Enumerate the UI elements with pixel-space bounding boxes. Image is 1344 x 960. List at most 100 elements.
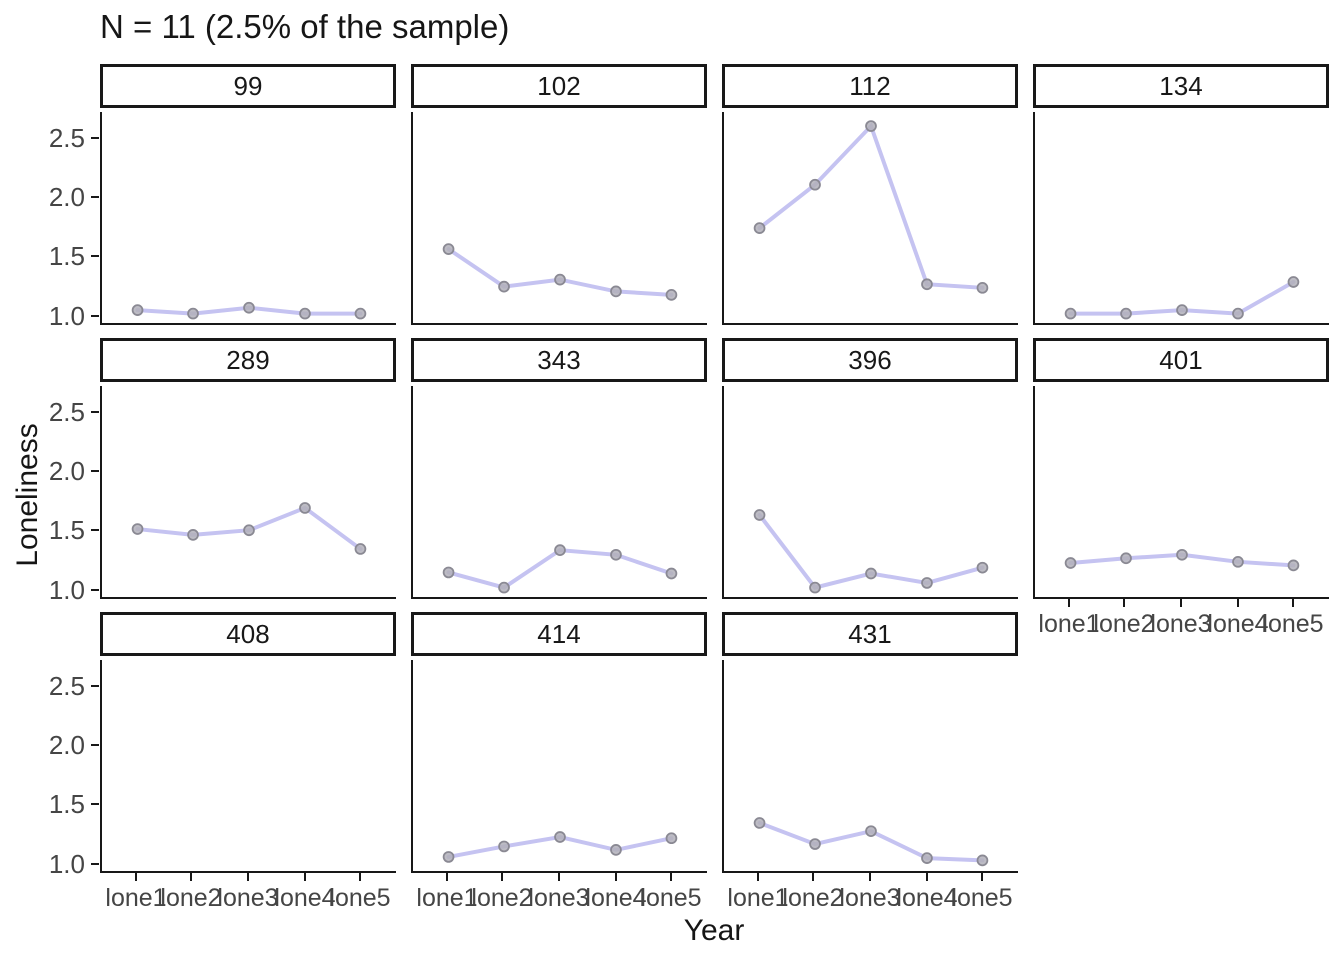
facet-strip-label: 408 <box>226 618 270 649</box>
facet-strip-label: 134 <box>1159 70 1203 101</box>
x-tick-mark <box>981 873 983 881</box>
x-axis-title: Year <box>683 914 745 947</box>
x-tick-label: lone1 <box>727 884 789 912</box>
facet-strip-102: 102 <box>411 64 707 108</box>
data-point <box>665 832 678 845</box>
y-tick-label: 2.0 <box>48 182 85 212</box>
facet-panel-102 <box>411 112 707 325</box>
facet-strip-134: 134 <box>1033 64 1329 108</box>
y-tick-label: 1.5 <box>48 515 85 545</box>
facet-canvas <box>131 301 367 320</box>
data-point <box>187 529 199 541</box>
facet-canvas <box>1064 548 1300 572</box>
facet-panel-408 <box>100 660 396 873</box>
y-tick-label: 1.0 <box>48 849 85 879</box>
data-point <box>187 307 199 320</box>
data-point <box>809 838 821 850</box>
data-point <box>498 840 510 853</box>
y-tick-mark <box>91 315 99 317</box>
data-point <box>753 817 766 829</box>
x-tick-mark <box>926 873 928 881</box>
data-point <box>299 307 311 320</box>
facet-strip-99: 99 <box>100 64 396 108</box>
x-tick-mark <box>1237 599 1239 607</box>
data-point <box>921 852 933 864</box>
data-point <box>1232 555 1244 568</box>
data-point <box>131 304 144 316</box>
facet-strip-label: 99 <box>233 70 263 101</box>
x-tick-mark <box>501 873 503 881</box>
x-tick-mark <box>615 873 617 881</box>
x-tick-label: lone2 <box>160 884 222 912</box>
data-point <box>610 844 622 856</box>
data-point <box>1287 276 1300 288</box>
data-point <box>299 502 311 514</box>
facet-panel-343 <box>411 386 707 599</box>
data-point <box>809 178 821 191</box>
data-point <box>1120 552 1132 565</box>
data-point <box>610 285 622 298</box>
x-tick-mark <box>558 873 560 881</box>
x-tick-mark <box>757 873 759 881</box>
data-point <box>865 825 877 838</box>
facet-strip-431: 431 <box>722 612 1018 656</box>
trend-line <box>446 247 674 297</box>
plot-title: N = 11 (2.5% of the sample) <box>100 8 510 45</box>
x-tick-mark <box>446 873 448 881</box>
x-tick-mark <box>670 873 672 881</box>
facet-strip-label: 102 <box>537 70 581 101</box>
data-point <box>442 243 455 255</box>
x-tick-mark <box>1180 599 1182 607</box>
y-tick-mark <box>91 196 99 198</box>
y-tick-label: 1.5 <box>48 241 85 271</box>
x-tick-mark <box>1068 599 1070 607</box>
x-tick-label: lone4 <box>585 884 647 912</box>
y-tick-label: 2.0 <box>48 456 85 486</box>
y-tick-label: 2.5 <box>48 397 85 427</box>
x-tick-label: lone3 <box>1150 610 1212 638</box>
facet-strip-label: 289 <box>226 344 270 375</box>
x-tick-mark <box>190 873 192 881</box>
facet-panel-396 <box>722 386 1018 599</box>
facet-canvas <box>442 831 678 863</box>
x-tick-mark <box>1123 599 1125 607</box>
data-point <box>1120 307 1132 320</box>
facet-canvas <box>1064 276 1300 320</box>
facet-strip-label: 396 <box>848 344 892 375</box>
facet-panel-414 <box>411 660 707 873</box>
y-tick-label: 1.0 <box>48 301 85 331</box>
data-point <box>1064 307 1077 320</box>
data-point <box>1064 557 1077 569</box>
data-point <box>921 577 933 589</box>
y-tick-label: 1.5 <box>48 789 85 819</box>
y-tick-label: 2.5 <box>48 671 85 701</box>
facet-strip-label: 431 <box>848 618 892 649</box>
x-tick-label: lone3 <box>217 884 279 912</box>
x-tick-mark <box>359 873 361 881</box>
data-point <box>1176 548 1188 561</box>
x-tick-label: lone5 <box>1262 610 1324 638</box>
data-point <box>976 854 989 867</box>
facet-canvas <box>753 120 989 294</box>
x-tick-label: lone5 <box>640 884 702 912</box>
y-tick-mark <box>91 470 99 472</box>
x-tick-mark <box>812 873 814 881</box>
data-point <box>921 278 933 291</box>
x-tick-mark <box>304 873 306 881</box>
data-point <box>665 567 678 580</box>
y-tick-mark <box>91 411 99 413</box>
facet-strip-414: 414 <box>411 612 707 656</box>
x-tick-label: lone4 <box>896 884 958 912</box>
x-tick-label: lone1 <box>416 884 478 912</box>
facet-strip-396: 396 <box>722 338 1018 382</box>
data-point <box>1232 307 1244 320</box>
data-point <box>865 120 877 132</box>
facet-strip-label: 343 <box>537 344 581 375</box>
x-tick-mark <box>135 873 137 881</box>
y-tick-mark <box>91 744 99 746</box>
x-tick-label: lone2 <box>1093 610 1155 638</box>
y-tick-mark <box>91 685 99 687</box>
data-point <box>442 566 455 579</box>
facet-panel-431 <box>722 660 1018 873</box>
